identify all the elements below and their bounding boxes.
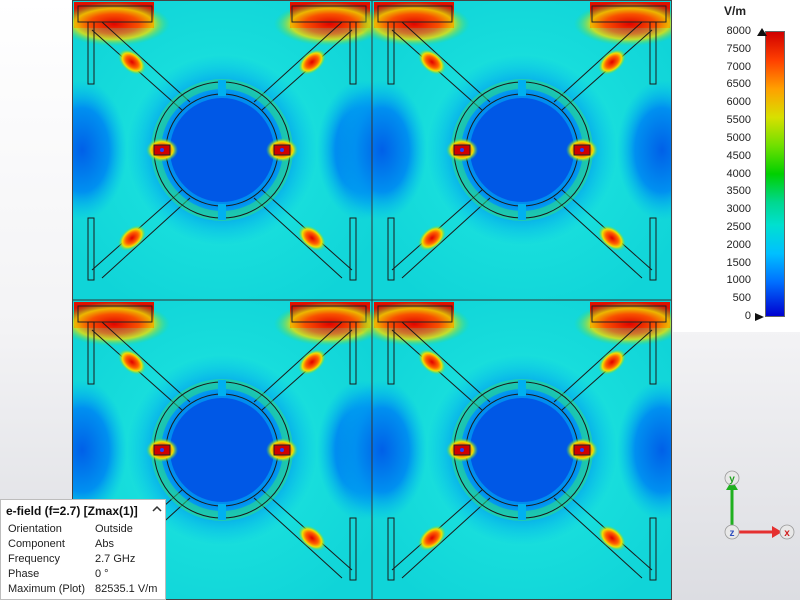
unit-cell-bottom-right (337, 300, 672, 600)
info-row-orientation: Orientation Outside (8, 523, 133, 535)
info-row-frequency: Frequency 2.7 GHz (8, 553, 136, 565)
color-scale-tick-label: 1000 (726, 274, 751, 287)
unit-cell-top-right (337, 0, 672, 300)
color-scale-tick-label: 2000 (726, 238, 751, 251)
plot-info-title: e-field (f=2.7) [Zmax(1)] (6, 504, 138, 518)
info-row-phase: Phase 0 ° (8, 568, 109, 580)
min-marker-icon (755, 313, 764, 321)
color-scale-tick-label: 2500 (726, 220, 751, 233)
color-scale-tick-label: 6000 (726, 96, 751, 109)
color-scale-tick-label: 5500 (726, 114, 751, 127)
color-scale-tick-label: 5000 (726, 131, 751, 144)
color-scale-tick-label: 0 (744, 310, 751, 322)
x-axis-label: x (784, 528, 790, 539)
legend-unit-label: V/m (724, 4, 747, 18)
color-scale-bar (765, 31, 785, 317)
chevron-up-icon[interactable] (151, 504, 163, 516)
max-marker-icon (757, 28, 767, 36)
plot-info-box: e-field (f=2.7) [Zmax(1)] Orientation Out… (0, 499, 166, 600)
color-scale-tick-label: 8000 (726, 25, 751, 37)
color-scale-tick-label: 4000 (726, 167, 751, 180)
color-scale-tick-label: 4500 (726, 149, 751, 162)
color-scale-tick-label: 3000 (726, 203, 751, 216)
axis-triad[interactable]: y x z (720, 466, 800, 546)
color-scale-tick-label: 500 (732, 292, 751, 305)
color-scale-tick-label: 6500 (726, 78, 751, 91)
color-scale-tick-label: 7000 (726, 60, 751, 73)
z-axis-dot-icon: z (724, 524, 740, 540)
info-row-maximum: Maximum (Plot) 82535.1 V/m (8, 583, 158, 595)
y-axis-arrow-icon: y (724, 470, 740, 528)
x-axis-arrow-icon: x (734, 524, 795, 540)
info-row-component: Component Abs (8, 538, 114, 550)
color-scale-tick-label: 1500 (726, 256, 751, 269)
y-axis-label: y (729, 474, 735, 485)
z-axis-label: z (730, 528, 735, 539)
color-scale-tick-label: 3500 (726, 185, 751, 198)
color-scale-tick-label: 7500 (726, 42, 751, 55)
